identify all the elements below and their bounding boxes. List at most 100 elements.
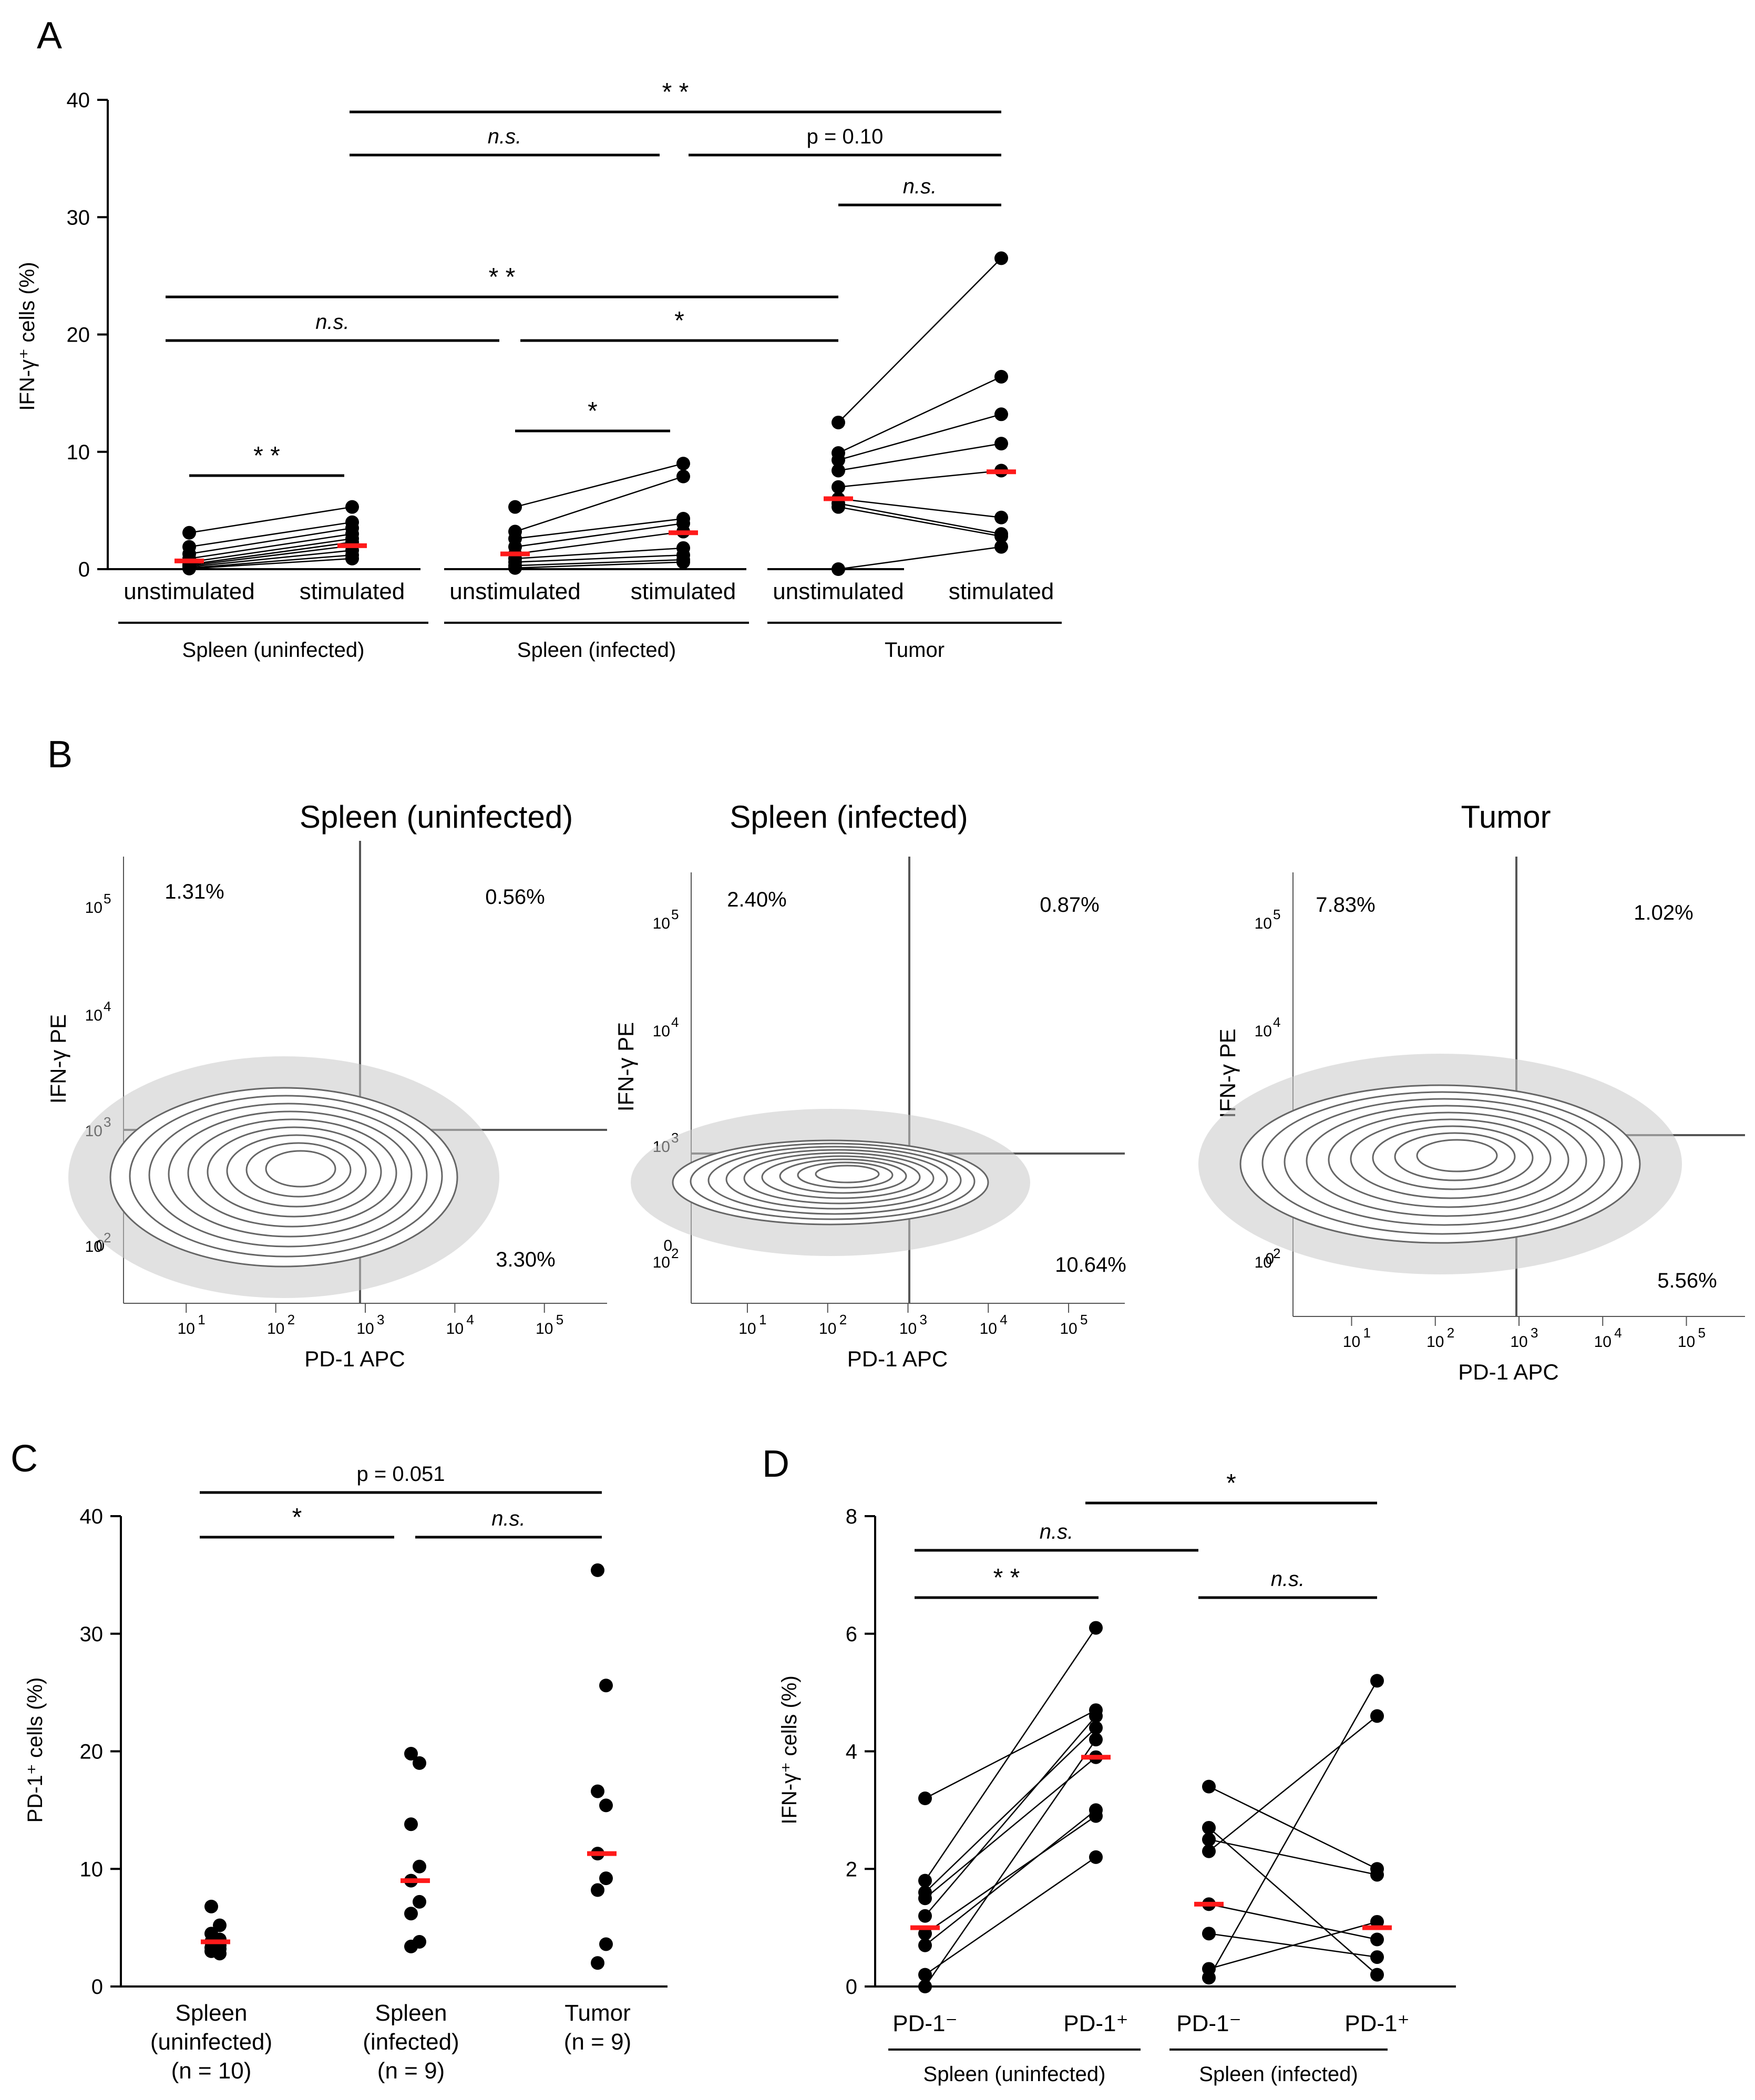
d-significance-label: * bbox=[1226, 1469, 1236, 1497]
b-contour-line bbox=[109, 1087, 458, 1268]
a-pair-line bbox=[515, 476, 684, 532]
d-y-axis-tick-label: 2 bbox=[846, 1858, 857, 1881]
b-x-tick-label: 10 bbox=[446, 1320, 464, 1337]
d-point bbox=[1089, 1621, 1103, 1635]
c-point bbox=[213, 1947, 227, 1961]
a-significance-label: * bbox=[674, 307, 684, 335]
d-pair-line bbox=[1208, 1786, 1378, 1870]
a-pair-line bbox=[189, 545, 353, 567]
b-contour-line bbox=[207, 1126, 382, 1218]
a-y-axis-tick-label: 20 bbox=[67, 324, 90, 347]
a-point bbox=[832, 500, 845, 514]
d-point bbox=[1202, 1927, 1216, 1941]
a-point bbox=[994, 407, 1008, 421]
a-pair-line bbox=[189, 558, 353, 570]
d-point bbox=[1089, 1721, 1103, 1735]
b-x-tick-label: 10 bbox=[267, 1320, 284, 1337]
b-x-label: PD-1 APC bbox=[304, 1346, 405, 1371]
d-point bbox=[1370, 1950, 1384, 1964]
d-pair-line bbox=[1208, 1921, 1378, 1970]
b-x-tick-exp: 3 bbox=[920, 1312, 927, 1327]
b-x-tick-exp: 2 bbox=[288, 1312, 295, 1327]
a-pair-line bbox=[838, 414, 1002, 461]
b-quadrant-upper-right: 0.56% bbox=[485, 886, 545, 909]
c-category-n: (n = 9) bbox=[564, 2029, 631, 2055]
d-y-label: IFN-γ⁺ cells (%) bbox=[778, 1675, 801, 1824]
panel-letter-a: A bbox=[37, 15, 62, 57]
b-y-tick-label: 10 bbox=[1255, 915, 1272, 932]
a-pair-line bbox=[838, 546, 1002, 570]
a-point bbox=[832, 464, 845, 478]
a-y-label: IFN-γ⁺ cells (%) bbox=[16, 262, 39, 410]
panel-c: 0 10 20 30 40 PD-1⁺ cells (%) Spleen (uninfecte… bbox=[24, 1463, 668, 2084]
panel-letter-c: C bbox=[11, 1438, 38, 1480]
d-pair-line bbox=[925, 1727, 1096, 1893]
b-quadrant-upper-right: 0.87% bbox=[1040, 893, 1099, 917]
b-plot-title: Tumor bbox=[1461, 799, 1551, 835]
b-x-tick-exp: 5 bbox=[1080, 1312, 1087, 1327]
a-pair-line bbox=[189, 541, 353, 565]
b-contour-line bbox=[265, 1150, 336, 1188]
b-y-tick-label: 10 bbox=[653, 1254, 670, 1271]
c-y-label: PD-1⁺ cells (%) bbox=[24, 1677, 47, 1823]
c-y-axis-tick-label: 0 bbox=[91, 1975, 103, 1999]
a-significance-label: * * bbox=[489, 263, 516, 291]
b-contour-line bbox=[1350, 1118, 1552, 1199]
a-pair-line bbox=[838, 258, 1002, 423]
b-y-tick-label: 10 bbox=[85, 899, 102, 917]
d-point bbox=[1202, 1971, 1216, 1985]
b-y-tick-label: 10 bbox=[653, 915, 670, 932]
b-y-tick-exp: 2 bbox=[1273, 1245, 1280, 1261]
d-group-label: Spleen (infected) bbox=[1199, 2063, 1358, 2086]
a-pair-line bbox=[189, 527, 353, 555]
b-quadrant-upper-right: 1.02% bbox=[1634, 901, 1693, 924]
d-pair-line bbox=[925, 1715, 1096, 1917]
c-point bbox=[213, 1918, 227, 1932]
b-x-tick-label: 10 bbox=[1510, 1333, 1527, 1351]
b-y-tick-label: 0 bbox=[663, 1237, 672, 1254]
b-y-label: IFN-γ PE bbox=[1215, 1028, 1240, 1118]
panel-a: 0 10 20 30 40 IFN-γ⁺ cells (%) unstimulated sti… bbox=[16, 78, 1062, 662]
b-quadrant-lower-right: 3.30% bbox=[496, 1248, 555, 1271]
b-contour-line bbox=[245, 1142, 352, 1198]
a-group-label: Spleen (infected) bbox=[517, 639, 676, 662]
b-contour-line bbox=[815, 1165, 880, 1183]
d-point bbox=[918, 1873, 932, 1888]
b-contour-line bbox=[226, 1134, 367, 1208]
d-category-label: PD-1⁻ bbox=[1176, 2011, 1241, 2036]
b-contour-line bbox=[1328, 1111, 1569, 1208]
a-category-label: stimulated bbox=[300, 579, 405, 604]
a-pair-line bbox=[515, 561, 684, 569]
c-category-sub: (uninfected) bbox=[150, 2029, 272, 2055]
c-point bbox=[404, 1817, 418, 1831]
a-point bbox=[832, 480, 845, 494]
b-y-tick-label: 10 bbox=[1255, 1254, 1272, 1271]
d-point bbox=[918, 1938, 932, 1952]
b-contour-line bbox=[725, 1149, 948, 1210]
a-point bbox=[994, 510, 1008, 524]
a-pair-line bbox=[189, 506, 353, 534]
b-x-tick-exp: 1 bbox=[1363, 1325, 1370, 1341]
c-point bbox=[204, 1899, 218, 1913]
b-y-tick-exp: 5 bbox=[1273, 907, 1280, 922]
b-y-tick-exp: 4 bbox=[1273, 1014, 1280, 1030]
b-x-tick-exp: 1 bbox=[759, 1312, 766, 1327]
d-point bbox=[1370, 1968, 1384, 1982]
d-point bbox=[1202, 1779, 1216, 1794]
a-significance-label: * * bbox=[253, 442, 280, 470]
a-y-axis-tick-label: 0 bbox=[78, 558, 90, 581]
a-point bbox=[832, 562, 845, 576]
b-contour-line bbox=[1306, 1105, 1587, 1217]
d-pair-line bbox=[925, 1815, 1096, 1934]
a-pair-line bbox=[189, 554, 353, 569]
c-point bbox=[591, 1883, 604, 1897]
a-pair-line bbox=[838, 442, 1002, 471]
a-pair-line bbox=[838, 470, 1002, 488]
b-x-tick-label: 10 bbox=[356, 1320, 374, 1337]
b-contour-line bbox=[743, 1152, 935, 1205]
d-significance-label: n.s. bbox=[1271, 1568, 1305, 1591]
a-significance-label: p = 0.10 bbox=[807, 125, 884, 148]
b-contour-line bbox=[1394, 1132, 1516, 1181]
panel-letter-d: D bbox=[762, 1443, 789, 1485]
a-point bbox=[182, 526, 196, 540]
